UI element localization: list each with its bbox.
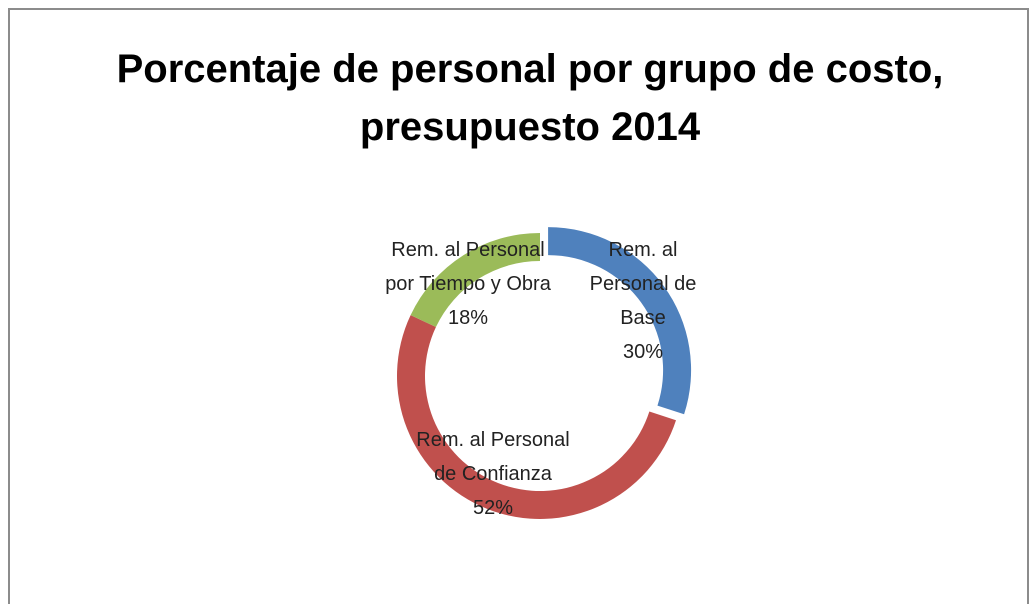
label-name: Rem. al Personal de Base — [589, 239, 697, 329]
label-name: Rem. al Personal de Confianza — [416, 429, 570, 485]
donut-segment — [410, 233, 540, 328]
chart-title: Porcentaje de personal por grupo de cost… — [116, 47, 944, 149]
label-value: 18% — [447, 307, 489, 329]
label-value: 30% — [622, 341, 664, 363]
donut-segment — [396, 315, 677, 520]
data-label: Rem. al Personal por Tiempo y Obra 18% — [382, 233, 554, 335]
label-value: 52% — [472, 497, 514, 519]
data-label: Rem. al Personal de Base 30% — [573, 233, 713, 369]
label-name: Rem. al Personal por Tiempo y Obra — [385, 239, 551, 295]
chart-frame — [8, 8, 1029, 604]
data-label: Rem. al Personal de Confianza 52% — [413, 423, 573, 525]
donut-segment — [548, 227, 692, 415]
